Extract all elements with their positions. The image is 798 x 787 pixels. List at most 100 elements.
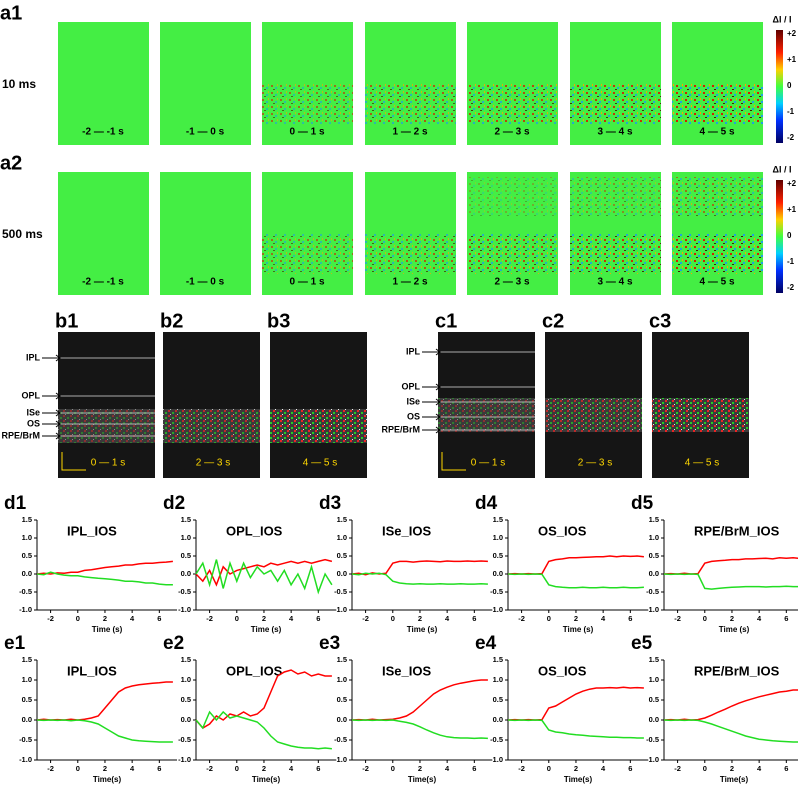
image [365,172,456,295]
image [570,22,661,145]
arrow [422,348,441,356]
panel-label: e3 [319,633,340,654]
x-tick-label: -2 [518,764,525,773]
y-tick-label: -1.0 [178,605,191,614]
response-band [652,398,749,432]
x-tick-label: 0 [235,614,239,623]
x-axis-label: Time (s) [719,625,750,634]
colorbar-title: ΔI / I [773,164,792,174]
chart-title: RPE/BrM_IOS [694,523,780,538]
image [262,22,353,145]
y-tick-label: -1.0 [334,755,347,764]
x-tick-label: 0 [703,764,707,773]
window-label: 4 — 5 s [685,458,719,469]
window-label: 4 — 5 s [303,458,337,469]
x-axis-label: Time (s) [251,625,282,634]
y-tick-label: -0.5 [646,587,659,596]
x-tick-label: 6 [784,764,788,773]
layer-label: OS [27,418,40,428]
y-tick-label: -1.0 [646,755,659,764]
colorbar [776,30,783,143]
layer-label: ISe [26,407,40,417]
x-tick-label: -2 [206,614,213,623]
response-band [570,234,661,274]
x-tick-label: 0 [235,764,239,773]
row-label: 10 ms [2,77,36,91]
y-tick-label: -0.5 [490,587,503,596]
colorbar-tick: +1 [787,55,797,64]
x-tick-label: -2 [206,764,213,773]
chart-title: ISe_IOS [382,663,431,678]
scale-bar [441,452,466,471]
window-label: 0 — 1 s [91,458,125,469]
panel-label: e1 [4,633,26,654]
series-line [663,573,798,590]
x-tick-label: 0 [547,614,551,623]
response-band [365,234,456,274]
x-tick-label: 2 [262,764,266,773]
layer-label: RPE/BrM [381,424,420,434]
response-band [467,234,558,274]
y-tick-label: 1.0 [649,675,659,684]
colorbar-tick: -1 [787,257,795,266]
y-tick-label: 1.0 [22,533,32,542]
chart-title: OPL_IOS [226,523,283,538]
y-tick-label: -1.0 [334,605,347,614]
x-tick-label: 6 [472,764,476,773]
y-tick-label: 0.0 [22,715,32,724]
y-tick-label: -1.0 [19,755,32,764]
y-tick-label: -1.0 [178,755,191,764]
image [160,172,251,295]
x-tick-label: -2 [674,614,681,623]
panel-label: d1 [4,493,27,514]
y-tick-label: 1.0 [493,675,503,684]
image [58,332,155,478]
y-tick-label: 1.5 [22,515,32,524]
x-tick-label: 6 [316,764,320,773]
x-tick-label: -2 [47,764,54,773]
chart-title: OPL_IOS [226,663,283,678]
y-tick-label: -1.0 [490,605,503,614]
arrow [42,392,61,400]
y-tick-label: 0.5 [22,551,32,560]
chart-title: ISe_IOS [382,523,431,538]
x-tick-label: 0 [76,614,80,623]
response-band [58,409,155,443]
colorbar-tick: +2 [787,179,797,188]
series-line [351,719,488,740]
chart-title: RPE/BrM_IOS [694,663,780,678]
x-tick-label: 6 [157,764,161,773]
y-tick-label: 1.0 [181,533,191,542]
x-tick-label: 4 [601,764,606,773]
scale-bar [61,452,86,471]
response-band [672,234,763,274]
x-tick-label: 6 [157,614,161,623]
y-tick-label: 1.5 [181,655,191,664]
window-label: 0 — 1 s [289,127,324,138]
series-line [351,572,488,585]
layer-label: RPE/BrM [1,430,40,440]
panel-label: a1 [0,2,22,24]
y-tick-label: 1.0 [22,675,32,684]
image [672,22,763,145]
y-tick-label: 0.0 [649,569,659,578]
y-tick-label: 1.5 [337,515,347,524]
y-tick-label: 0.0 [181,715,191,724]
y-tick-label: -0.5 [646,735,659,744]
series-line [36,571,173,586]
x-tick-label: 2 [730,614,734,623]
x-tick-label: 0 [391,614,395,623]
y-tick-label: 1.5 [493,515,503,524]
series-line [36,719,173,743]
window-label: 3 — 4 s [597,127,632,138]
x-axis-label: Time(s) [564,775,593,784]
response-band [467,177,558,217]
x-tick-label: 6 [472,614,476,623]
y-tick-label: 0.5 [337,695,347,704]
layer-label: OPL [21,390,40,400]
arrow [422,413,441,421]
layer-label: IPL [26,352,41,362]
window-label: 0 — 1 s [471,458,505,469]
arrow [42,409,61,417]
